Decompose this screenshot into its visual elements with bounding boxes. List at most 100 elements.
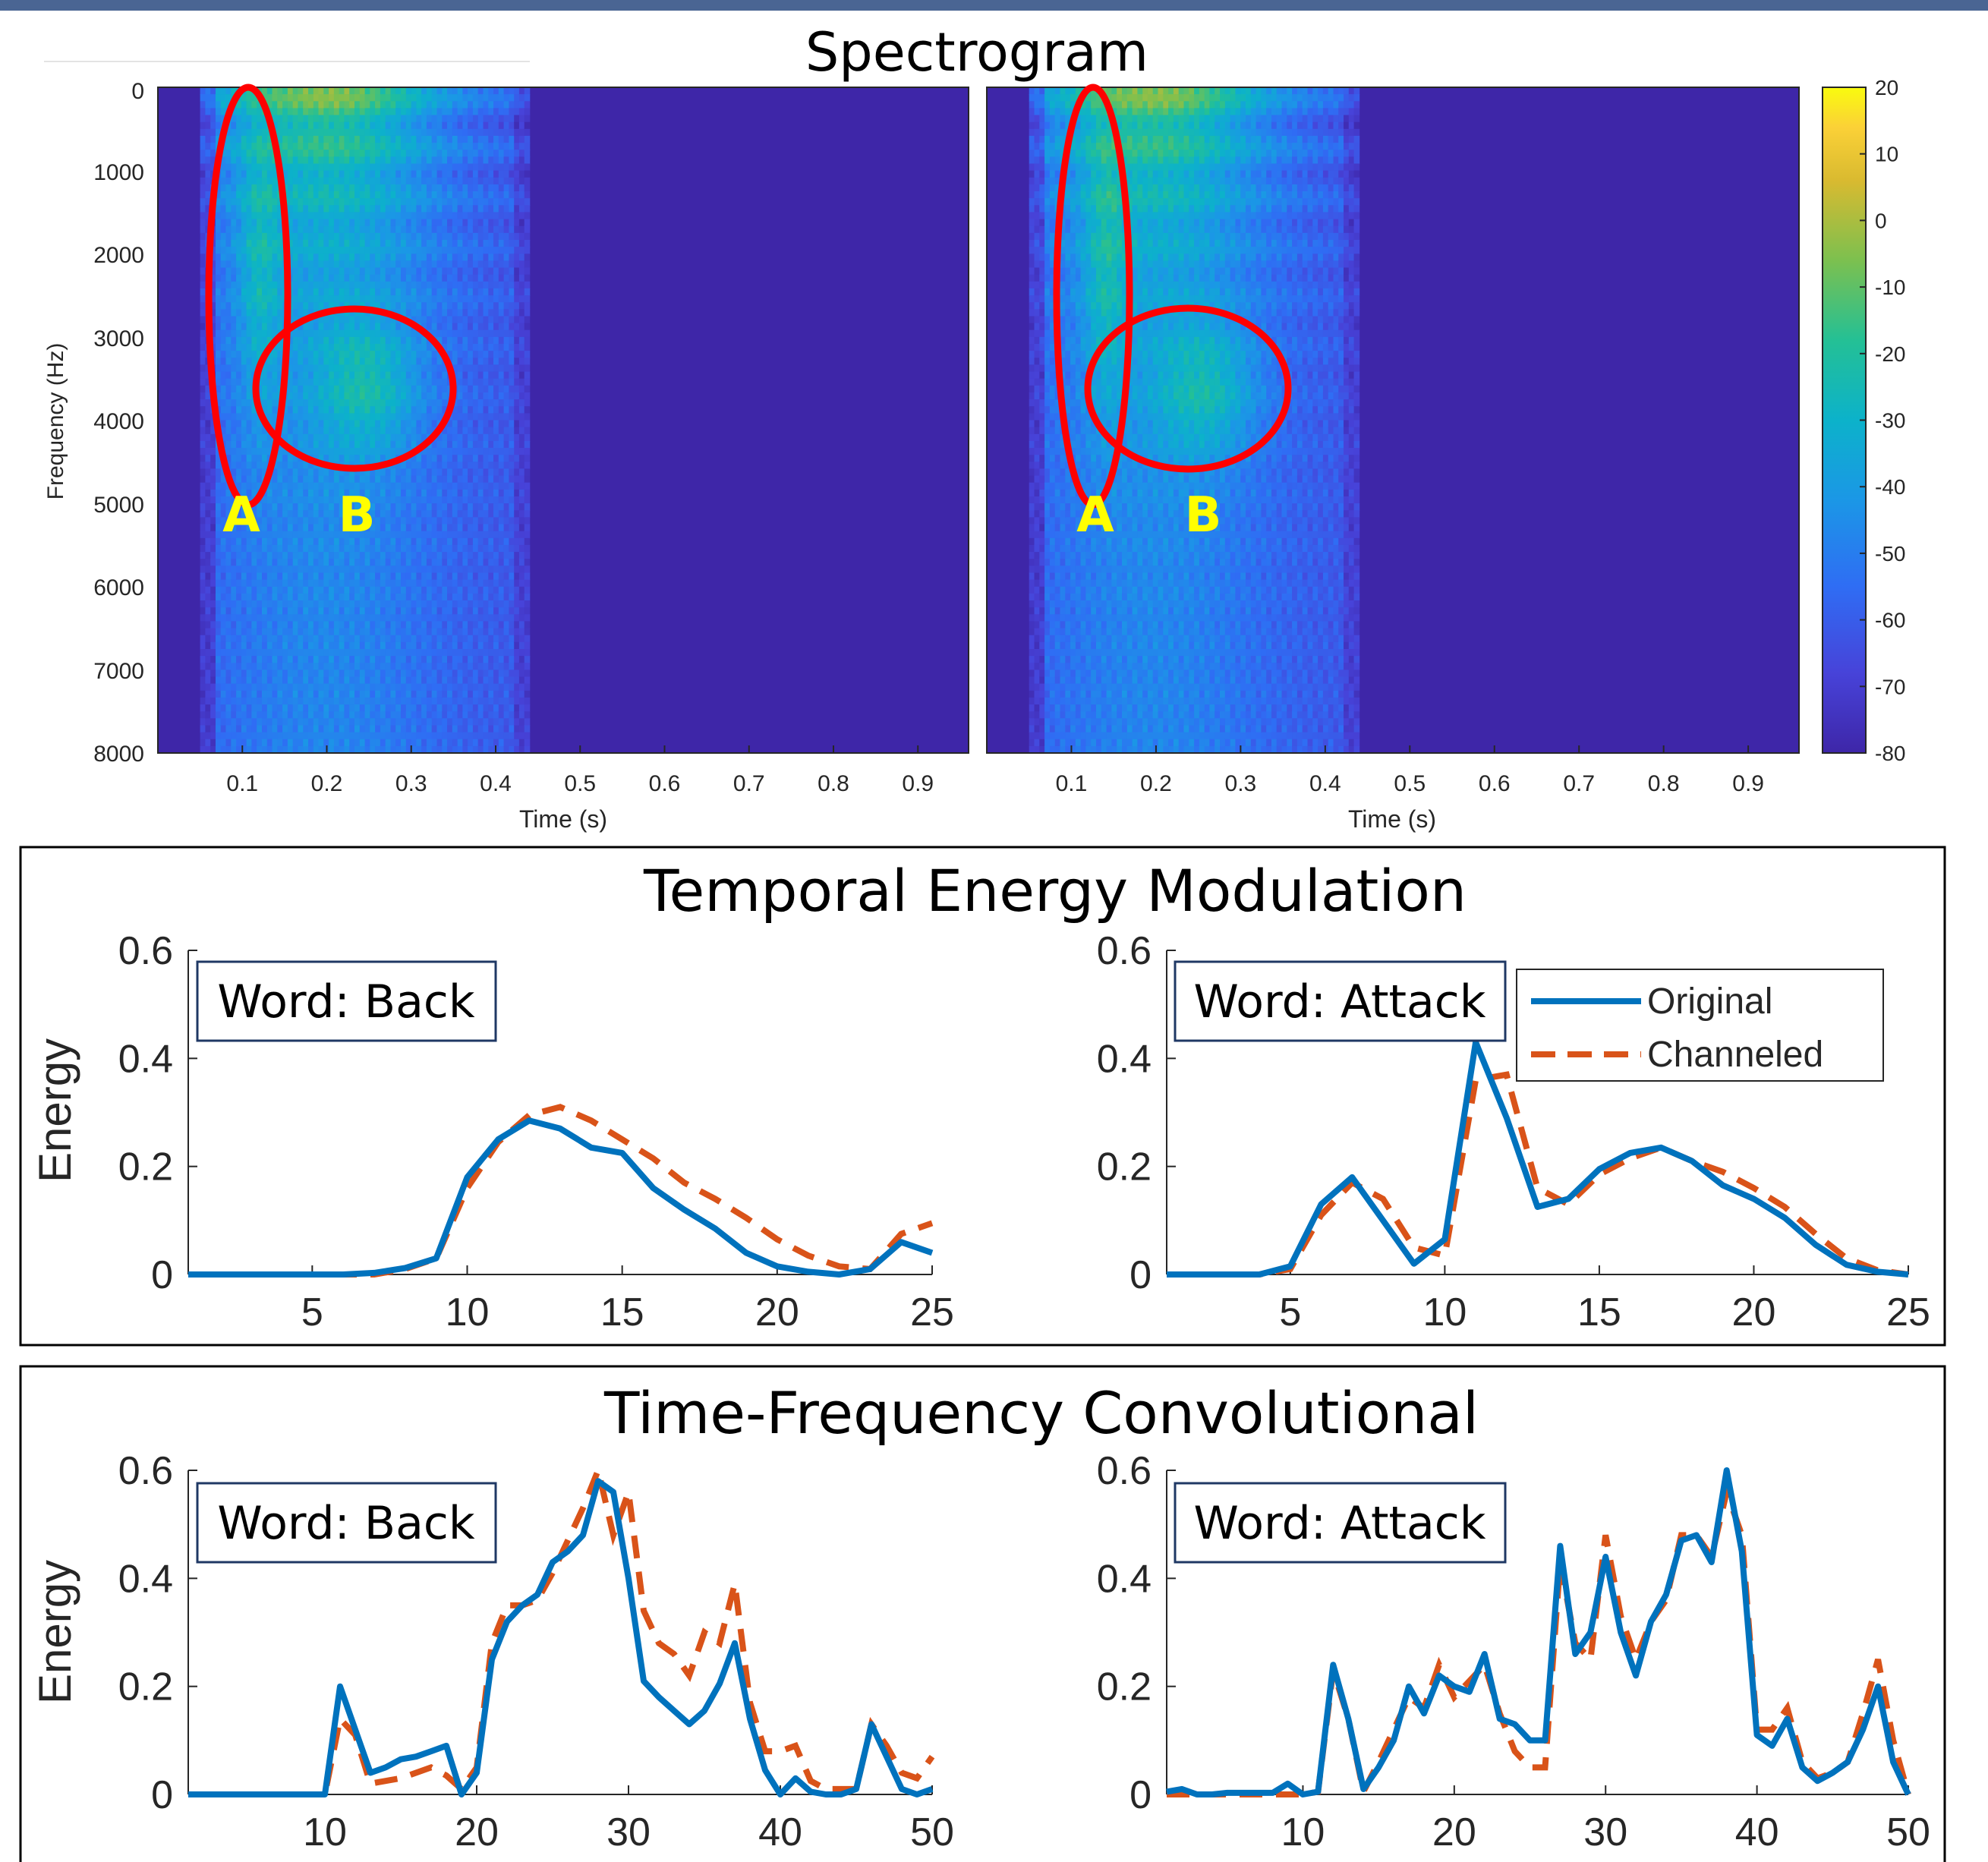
spectrogram-cell	[205, 531, 211, 539]
spectrogram-cell	[421, 586, 427, 594]
spectrogram-cell	[442, 433, 448, 442]
spectrogram-cell	[344, 621, 350, 629]
spectrogram-cell	[452, 420, 458, 428]
spectrogram-cell	[257, 537, 263, 546]
spectrogram-cell	[370, 468, 376, 477]
spectrogram-cell	[262, 614, 268, 622]
spectrogram-cell	[370, 711, 376, 720]
spectrogram-cell	[262, 621, 268, 629]
spectrogram-cell	[266, 531, 273, 539]
spectrogram-cell	[390, 475, 397, 484]
spectrogram-cell	[329, 711, 335, 720]
spectrogram-cell	[241, 399, 247, 407]
spectrogram-cell	[298, 517, 304, 525]
spectrogram-cell	[395, 739, 402, 747]
spectrogram-cell	[421, 656, 427, 663]
spectrogram-cell	[323, 247, 329, 254]
spectrogram-cell	[452, 503, 458, 511]
spectrogram-cell	[329, 135, 335, 143]
spectrogram-cell	[359, 656, 366, 663]
spectrogram-cell	[303, 524, 309, 532]
spectrogram-cell	[421, 121, 427, 130]
spectrogram-cell	[390, 184, 397, 192]
spectrogram-cell	[236, 219, 242, 227]
spectrogram-cell	[205, 725, 211, 733]
spectrogram-cell	[380, 739, 386, 747]
spectrogram-cell	[282, 745, 288, 753]
spectrogram-cell	[364, 475, 371, 484]
spectrogram-cell	[292, 683, 299, 692]
spectrogram-cell	[375, 475, 381, 484]
spectrogram-cell	[257, 205, 263, 213]
spectrogram-cell	[380, 281, 386, 289]
spectrogram-cell	[447, 725, 453, 733]
spectrogram-cell	[344, 267, 350, 276]
spectrogram-cell	[323, 433, 329, 442]
spectrogram-cell	[344, 198, 350, 206]
spectrogram-cell	[339, 371, 345, 380]
spectrogram-cell	[354, 281, 361, 289]
spectrogram-cell	[354, 101, 361, 109]
spectrogram-cell	[272, 177, 279, 185]
spectrogram-cell	[298, 614, 304, 622]
spectrogram-cell	[329, 683, 335, 692]
spectrogram-cell	[308, 108, 314, 116]
spectrogram-cell	[390, 150, 397, 158]
spectrogram-cell	[349, 101, 355, 109]
spectrogram-cell	[333, 254, 340, 262]
spectrogram-cell	[344, 739, 350, 747]
spectrogram-cell	[277, 309, 283, 317]
spectrogram-cell	[231, 704, 237, 712]
spectrogram-cell	[298, 240, 304, 247]
spectrogram-cell	[200, 406, 206, 414]
spectrogram-cell	[282, 544, 288, 553]
spectrogram-cell	[462, 552, 468, 559]
spectrogram-cell	[390, 462, 397, 470]
spectrogram-cell	[375, 281, 381, 289]
spectrogram-cell	[426, 344, 433, 351]
spectrogram-cell	[395, 537, 402, 546]
spectrogram-cell	[385, 115, 392, 123]
spectrogram-cell	[241, 177, 247, 185]
spectrogram-cell	[442, 240, 448, 247]
spectrogram-cell	[292, 544, 299, 553]
spectrogram-cell	[442, 663, 448, 671]
spectrogram-cell	[462, 344, 468, 351]
spectrogram-cell	[442, 156, 448, 165]
spectrogram-cell	[339, 448, 345, 455]
spectrogram-cell	[416, 711, 422, 720]
spectrogram-cell	[401, 718, 407, 726]
spectrogram-cell	[370, 635, 376, 643]
spectrogram-cell	[447, 101, 453, 109]
spectrogram-cell	[447, 503, 453, 511]
spectrogram-cell	[416, 329, 422, 338]
spectrogram-cell	[205, 690, 211, 698]
spectrogram-cell	[282, 711, 288, 720]
spectrogram-cell	[272, 413, 279, 421]
spectrogram-cell	[251, 641, 257, 650]
spectrogram-cell	[354, 135, 361, 143]
spectrogram-cell	[375, 566, 381, 574]
spectrogram-cell	[401, 371, 407, 380]
spectrogram-cell	[262, 260, 268, 269]
spectrogram-cell	[210, 135, 216, 143]
spectrogram-cell	[364, 496, 371, 504]
spectrogram-cell	[370, 489, 376, 497]
spectrogram-cell	[231, 725, 237, 733]
spectrogram-cell	[313, 704, 320, 712]
spectrogram-cell	[385, 433, 392, 442]
spectrogram-cell	[370, 232, 376, 241]
spectrogram-cell	[421, 399, 427, 407]
spectrogram-cell	[359, 433, 366, 442]
spectrogram-cell	[421, 718, 427, 726]
spectrogram-cell	[390, 240, 397, 247]
spectrogram-cell	[329, 676, 335, 685]
spectrogram-cell	[257, 552, 263, 559]
spectrogram-cell	[333, 489, 340, 497]
spectrogram-cell	[385, 378, 392, 386]
spectrogram-cell	[323, 87, 329, 95]
spectrogram-cell	[380, 621, 386, 629]
spectrogram-cell	[282, 101, 288, 109]
spectrogram-cell	[200, 121, 206, 130]
spectrogram-cell	[436, 205, 443, 213]
